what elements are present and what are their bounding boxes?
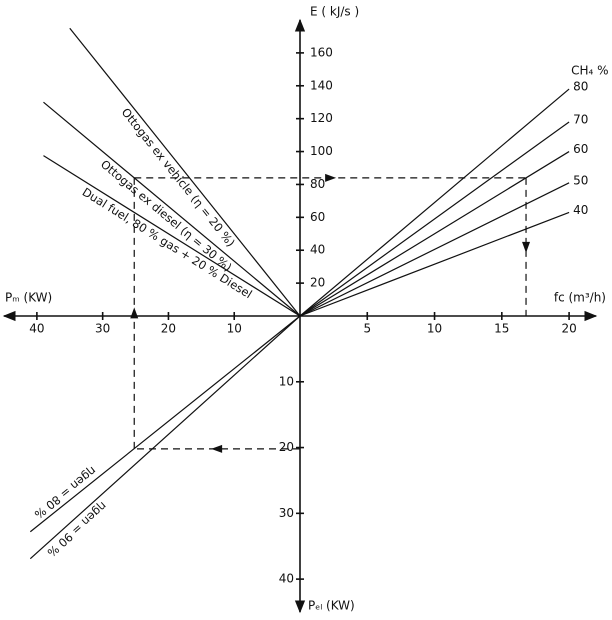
tick-label: 20 xyxy=(561,322,576,336)
tick-label: 100 xyxy=(310,144,333,158)
series-line xyxy=(299,88,570,317)
tick-label: 140 xyxy=(310,78,333,92)
tick-label: 160 xyxy=(310,45,333,59)
tick-label: 60 xyxy=(310,210,325,224)
tick-label: 40 xyxy=(279,572,294,586)
series-label: 50 xyxy=(573,173,588,187)
series-line xyxy=(299,211,570,317)
tick-label: 20 xyxy=(279,440,294,454)
tick-label: 10 xyxy=(427,322,442,336)
arrowhead xyxy=(325,173,337,182)
tick-label: 40 xyxy=(310,243,325,257)
series-label: 70 xyxy=(573,112,588,126)
series-line xyxy=(29,315,301,533)
series-label: 80 xyxy=(573,80,588,94)
tick-label: 120 xyxy=(310,111,333,125)
legend-title: CH₄ % xyxy=(571,64,608,78)
axis-title: Pₘ (KW) xyxy=(5,291,52,305)
arrowhead xyxy=(130,307,139,319)
series-label: 60 xyxy=(573,142,588,156)
tick-label: 20 xyxy=(310,276,325,290)
axis-title: Pₑₗ (KW) xyxy=(308,599,355,613)
series-line xyxy=(299,151,570,317)
series-line xyxy=(29,315,301,560)
tick-label: 5 xyxy=(363,322,371,336)
series-line xyxy=(69,27,301,317)
arrowhead xyxy=(211,444,223,453)
tick-label: 15 xyxy=(494,322,509,336)
arrowhead xyxy=(522,241,531,253)
tick-label: 30 xyxy=(279,506,294,520)
tick-label: 10 xyxy=(227,322,242,336)
series-line xyxy=(43,101,301,317)
tick-label: 10 xyxy=(279,374,294,388)
axis-title: fc (m³/h) xyxy=(554,291,606,305)
series-line xyxy=(299,121,570,317)
tick-label: 30 xyxy=(95,322,110,336)
series-line xyxy=(299,182,570,317)
tick-label: 80 xyxy=(310,177,325,191)
tick-label: 40 xyxy=(29,322,44,336)
series-line xyxy=(43,155,301,317)
series-label: 40 xyxy=(573,203,588,217)
axis-title: E ( kJ/s ) xyxy=(310,5,359,19)
tick-label: 20 xyxy=(161,322,176,336)
